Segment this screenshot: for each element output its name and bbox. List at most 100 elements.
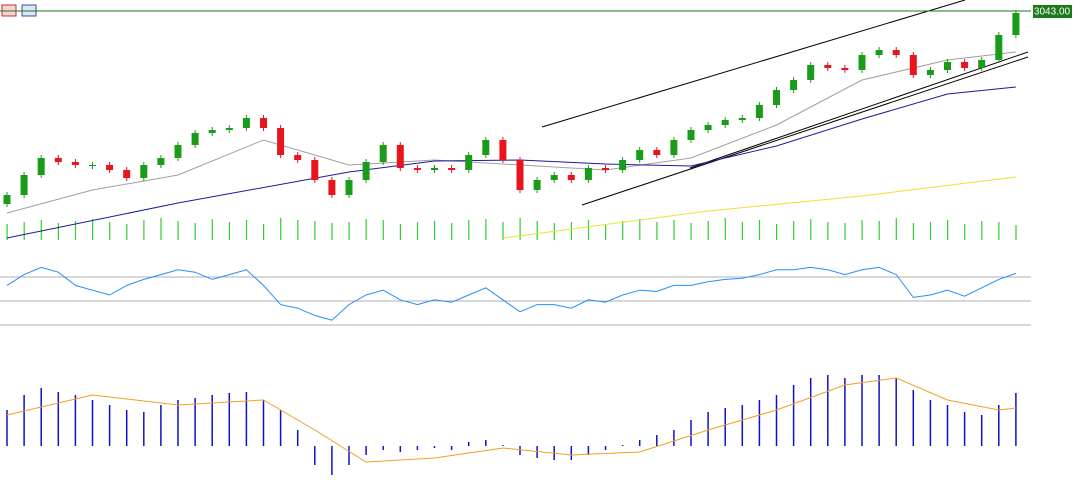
candle-body <box>858 55 866 70</box>
candle-body <box>738 118 746 120</box>
volume-bar <box>109 222 111 240</box>
trend-line <box>541 0 966 128</box>
candle-body <box>773 90 780 105</box>
volume-bar <box>485 219 487 240</box>
volume-bar <box>92 219 94 240</box>
candle-body <box>345 180 353 195</box>
moving-average <box>6 51 1016 214</box>
candle-body <box>550 175 558 180</box>
candle-body <box>311 160 319 180</box>
volume-bar <box>451 223 453 240</box>
candle-body <box>54 158 62 162</box>
volume-bar <box>947 220 949 240</box>
candle-body <box>3 195 11 204</box>
candle-body <box>995 35 1003 60</box>
candle-body <box>721 120 729 125</box>
volume-bar <box>827 222 829 240</box>
candle-body <box>841 68 849 70</box>
candle-body <box>755 105 763 118</box>
volume-bar <box>605 224 607 240</box>
volume-bar <box>741 222 743 240</box>
candle-body <box>909 55 917 75</box>
volume-bar <box>998 222 1000 240</box>
candle-body <box>37 158 45 175</box>
volume-bar <box>758 220 761 240</box>
candle-body <box>140 165 148 178</box>
volume-bar <box>245 220 248 240</box>
candle-body <box>961 62 969 68</box>
candle-body <box>208 130 216 133</box>
candle-body <box>584 168 592 180</box>
candle-body <box>362 162 370 180</box>
candle-body <box>328 180 336 195</box>
volume-bar <box>912 223 914 240</box>
candle-body <box>636 150 644 160</box>
trend-line <box>689 51 1029 169</box>
volume-bar <box>536 221 538 240</box>
volume-bar <box>776 224 778 240</box>
candle-body <box>413 168 421 170</box>
candle-body <box>653 150 661 155</box>
candle-body <box>875 50 883 55</box>
volume-bar <box>40 220 42 240</box>
candle-body <box>260 118 267 128</box>
volume-bar <box>810 219 812 240</box>
volume-bar <box>895 218 897 240</box>
volume-bar <box>861 220 863 240</box>
volume-bar <box>673 220 675 240</box>
candle-body <box>157 158 165 165</box>
volume-bar <box>211 219 213 240</box>
volume-bar <box>707 221 709 240</box>
volume-bar <box>416 222 419 240</box>
moving-average <box>6 86 1016 239</box>
volume-bar <box>263 224 265 240</box>
volume-bar <box>331 223 333 240</box>
candle-body <box>687 130 695 140</box>
candle-body <box>670 140 678 155</box>
volume-bar <box>57 223 59 240</box>
volume-bar <box>690 223 692 240</box>
volume-bar <box>6 224 8 240</box>
volume-bar <box>143 220 145 240</box>
candle-body <box>978 60 986 68</box>
volume-bar <box>622 221 624 240</box>
candle-body <box>71 162 79 165</box>
volume-bar <box>399 224 401 240</box>
candle-body <box>294 155 302 160</box>
volume-bar <box>160 218 162 240</box>
volume-bar <box>502 222 504 240</box>
volume-bar <box>314 221 316 240</box>
volume-bar <box>365 219 367 240</box>
volume-bar <box>878 221 880 240</box>
trend-line <box>581 56 1029 206</box>
volume-bar <box>126 224 128 240</box>
candle-body <box>89 165 96 166</box>
candle-body <box>448 168 456 170</box>
volume-bar <box>844 223 846 240</box>
candle-body <box>499 140 507 160</box>
candle-body <box>619 160 627 170</box>
volume-bar <box>981 221 983 240</box>
candle-body <box>379 145 387 162</box>
volume-bar <box>74 221 77 240</box>
candle-body <box>482 140 490 155</box>
volume-bar <box>519 218 521 240</box>
rsi-line <box>6 266 1017 321</box>
candle-body <box>790 80 798 90</box>
volume-bar <box>1015 225 1017 240</box>
volume-bar <box>639 219 641 240</box>
candle-body <box>396 145 404 168</box>
volume-bar <box>177 221 179 240</box>
volume-bar <box>724 218 726 240</box>
candle-body <box>926 70 934 75</box>
volume-bar <box>194 223 196 240</box>
candle-body <box>431 168 438 170</box>
candle-body <box>1012 13 1020 35</box>
volume-bar <box>228 222 230 240</box>
candle-body <box>242 118 250 128</box>
candle-body <box>602 168 609 170</box>
candle-body <box>123 170 131 178</box>
candle-body <box>20 175 28 195</box>
candle-body <box>533 180 541 190</box>
candle-body <box>191 133 199 145</box>
